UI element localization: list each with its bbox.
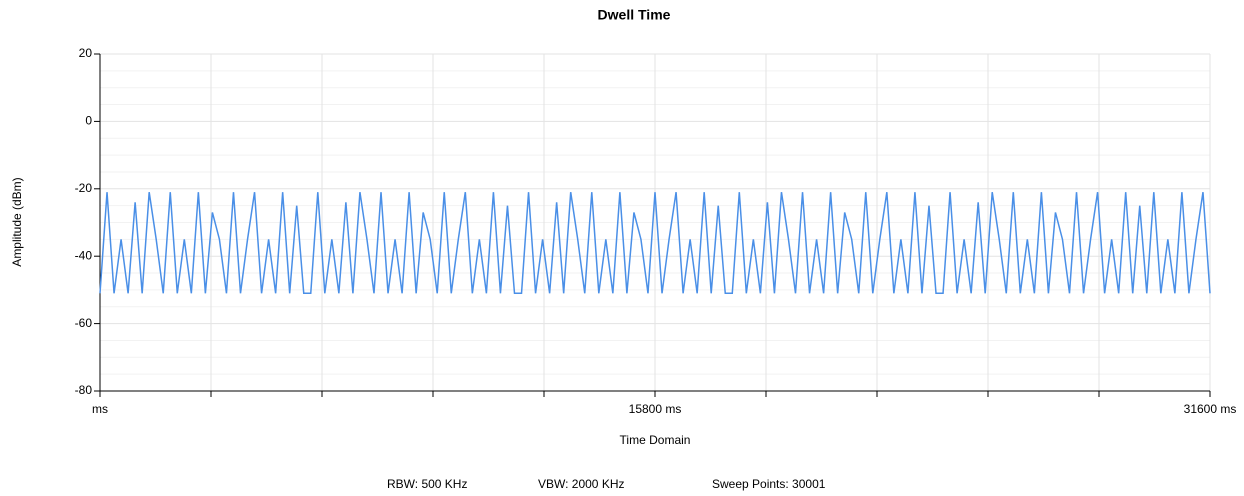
footer-text: RBW: 500 KHz (387, 477, 467, 491)
y-tick-label: -80 (75, 383, 93, 397)
y-axis-label: Amplitude (dBm) (10, 177, 24, 266)
chart-title: Dwell Time (598, 7, 671, 23)
x-tick-label: 31600 ms (1184, 402, 1237, 416)
y-tick-label: -20 (75, 181, 93, 195)
y-tick-label: 20 (79, 46, 93, 60)
y-tick-label: -60 (75, 316, 93, 330)
footer-text: VBW: 2000 KHz (538, 477, 624, 491)
x-tick-label: 15800 ms (629, 402, 682, 416)
trace-line (99, 192, 1211, 295)
x-axis-label: Time Domain (620, 433, 691, 447)
y-tick-label: 0 (85, 114, 92, 128)
x-tick-label: ms (92, 402, 108, 416)
footer-text: Sweep Points: 30001 (712, 477, 826, 491)
y-tick-label: -40 (75, 248, 93, 262)
